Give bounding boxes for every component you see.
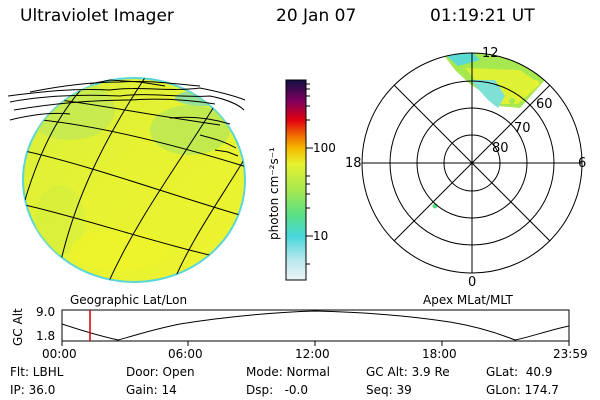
info-dsp: Dsp: -0.0: [246, 383, 309, 397]
colorbar: [285, 79, 313, 281]
alt-ylabel: GC Alt: [11, 308, 25, 346]
alt-ytick-9: 9.0: [36, 305, 56, 319]
date-label: 20 Jan 07: [276, 6, 357, 26]
alt-ytick-1_8: 1.8: [36, 329, 56, 343]
alt-xtick-1800: 18:00: [422, 347, 457, 361]
geo-image: [7, 77, 246, 283]
mlt-label-6: 6: [578, 156, 587, 171]
alt-xtick-1200: 12:00: [295, 347, 330, 361]
polar-panel-label: Apex MLat/MLT: [423, 293, 513, 307]
mlt-label-0: 0: [468, 275, 477, 290]
info-gain: Gain: 14: [126, 383, 177, 397]
mlat-label-60: 60: [536, 97, 553, 112]
alt-xtick-0600: 06:00: [168, 347, 203, 361]
geo-panel-label: Geographic Lat/Lon: [70, 293, 188, 307]
mlt-label-18: 18: [345, 156, 362, 171]
info-ip: IP: 36.0: [10, 383, 56, 397]
colorbar-unit-label: photon cm⁻²s⁻¹: [267, 147, 281, 240]
colorbar-tick-10: 10: [313, 229, 329, 243]
altitude-plot: [61, 309, 570, 346]
info-glat: GLat: 40.9: [486, 365, 553, 379]
alt-xtick-2359: 23:59: [553, 347, 588, 361]
mlat-label-80: 80: [492, 141, 509, 156]
info-glon: GLon: 174.7: [486, 383, 559, 397]
info-gc-alt: GC Alt: 3.9 Re: [366, 365, 450, 379]
mlat-label-70: 70: [514, 121, 531, 136]
info-filter: Flt: LBHL: [10, 365, 64, 379]
info-seq: Seq: 39: [366, 383, 412, 397]
info-mode: Mode: Normal: [246, 365, 330, 379]
time-label: 01:19:21 UT: [430, 6, 535, 26]
info-door: Door: Open: [126, 365, 195, 379]
polar-plot: [361, 52, 583, 274]
colorbar-tick-100: 100: [313, 141, 336, 155]
mlt-label-12: 12: [482, 46, 499, 61]
instrument-title: Ultraviolet Imager: [20, 6, 174, 26]
alt-xtick-0000: 00:00: [42, 347, 77, 361]
